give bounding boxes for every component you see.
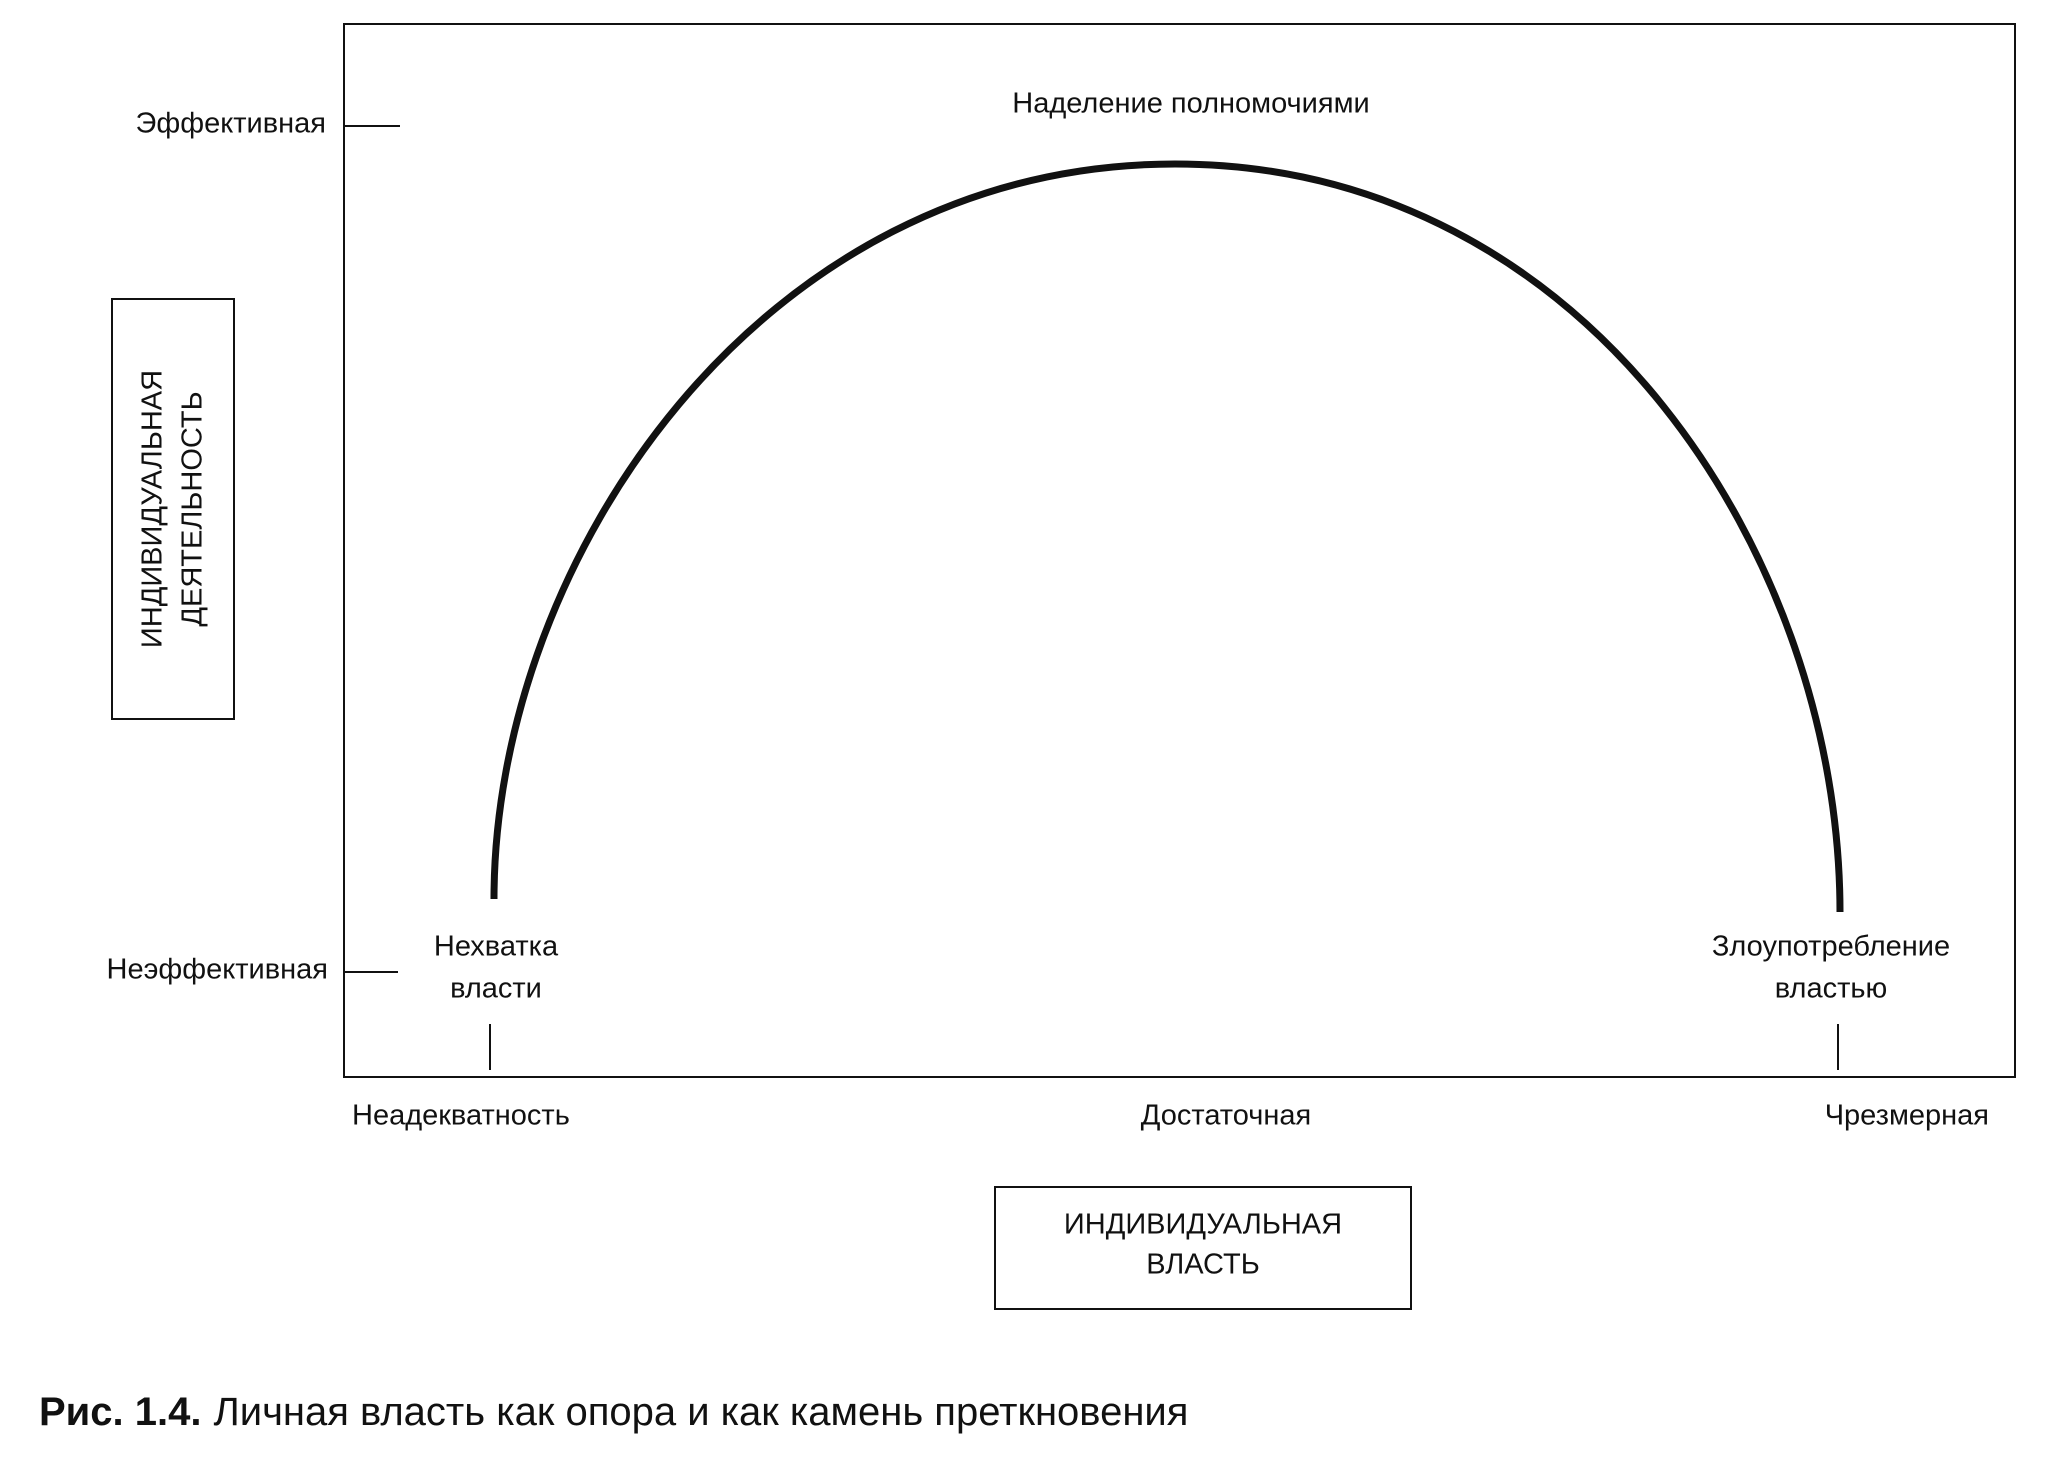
x-title-box [994, 1186, 1412, 1310]
right-curve-label: Злоупотребление [1712, 931, 1950, 963]
plot-frame [343, 23, 2016, 1078]
y-bottom-label: Неэффективная [107, 954, 328, 986]
left-curve-label: Нехватка [434, 931, 559, 963]
y-title: ИНДИВИДУАЛЬНАЯ ДЕЯТЕЛЬНОСТЬ [137, 370, 209, 648]
y-title-line: ДЕЯТЕЛЬНОСТЬ [177, 391, 209, 626]
x-title-line: ВЛАСТЬ [1146, 1249, 1259, 1281]
x-right-label: Чрезмерная [1825, 1100, 1989, 1132]
caption-text: Личная власть как опора и как камень пре… [213, 1390, 1188, 1434]
y-top-label: Эффективная [136, 108, 326, 140]
x-left-label: Неадекватность [352, 1100, 570, 1132]
peak-label: Наделение полномочиями [1012, 88, 1369, 120]
y-title-box [111, 298, 235, 720]
caption-number: Рис. 1.4. [39, 1390, 201, 1434]
left-curve-label: власти [450, 973, 542, 1005]
y-title-line: ИНДИВИДУАЛЬНАЯ [137, 370, 169, 648]
x-middle-label: Достаточная [1141, 1100, 1311, 1132]
x-title-line: ИНДИВИДУАЛЬНАЯ [1064, 1209, 1342, 1241]
curve [490, 160, 1844, 913]
right-curve-label: властью [1775, 973, 1887, 1005]
caption: Рис. 1.4. Личная власть как опора и как к… [39, 1390, 1188, 1434]
